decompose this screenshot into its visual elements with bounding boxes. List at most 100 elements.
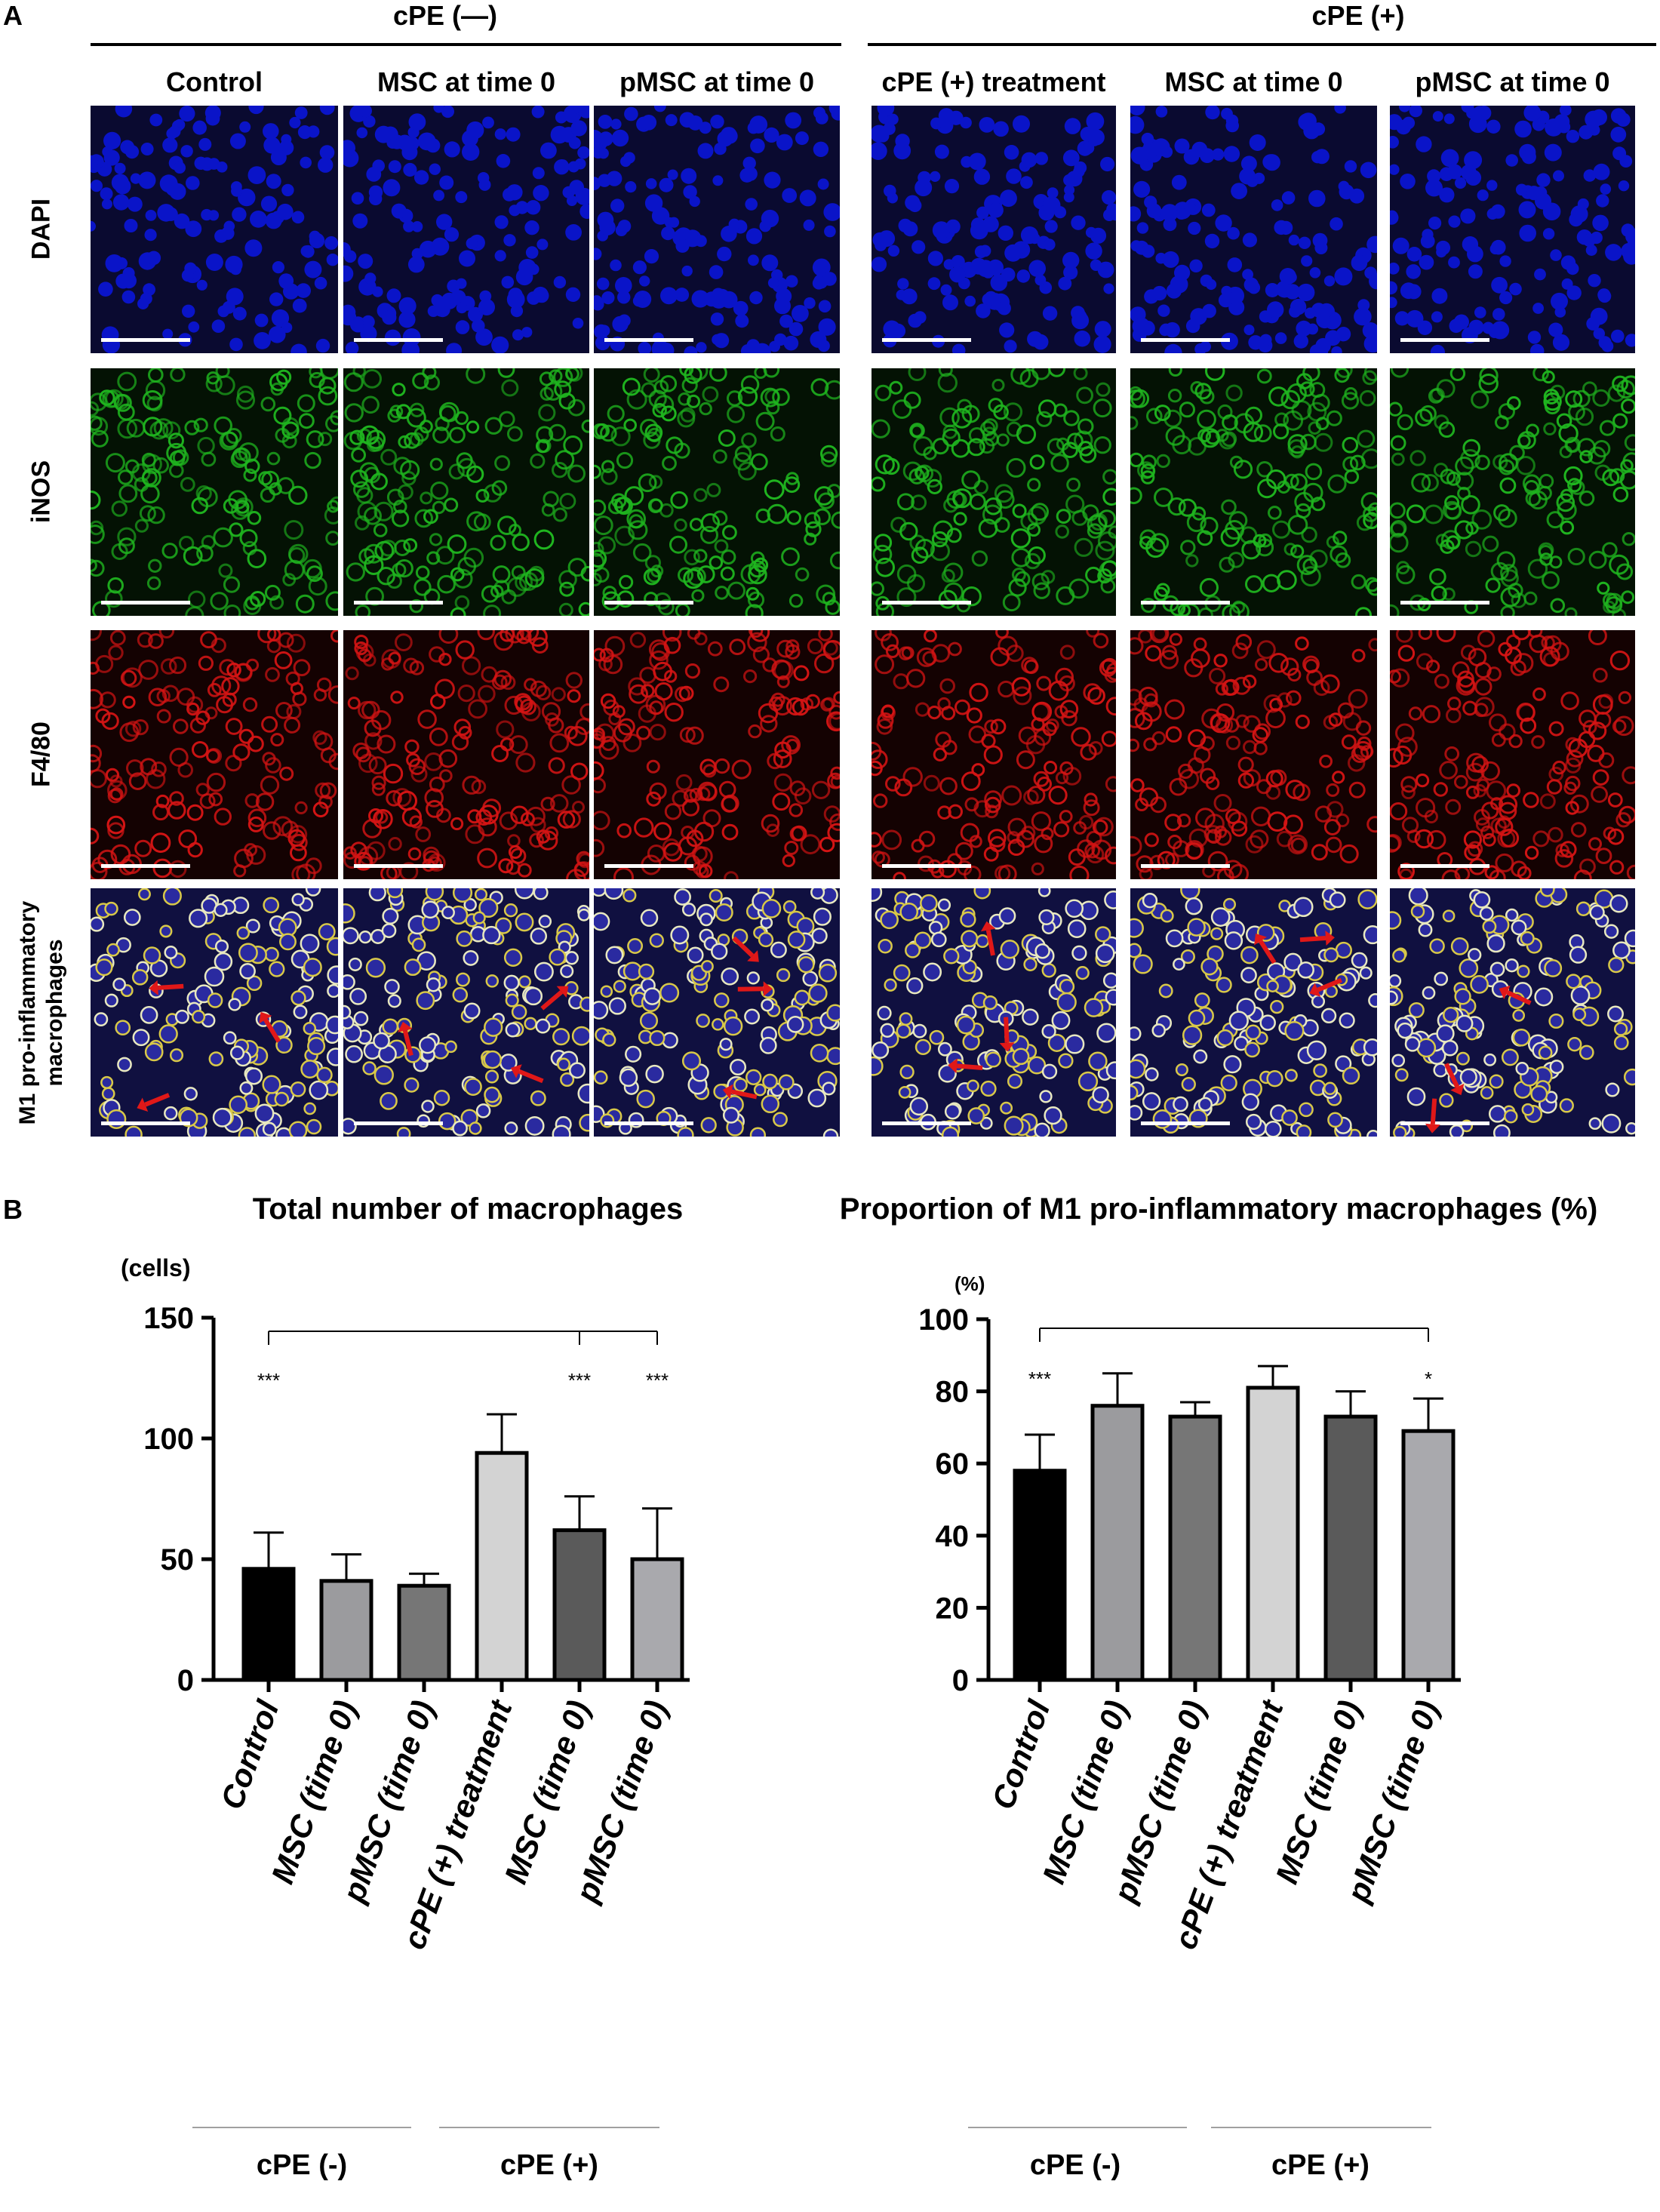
micrograph-tile (91, 368, 338, 616)
arrow-marker (730, 1089, 758, 1100)
bar (319, 1579, 374, 1682)
row-label: M1 pro-inflammatory macrophages (15, 900, 67, 1125)
column-title: pMSC at time 0 (619, 66, 815, 97)
arrow-head (556, 986, 569, 998)
bar (1246, 1386, 1300, 1682)
y-tick-label: 150 (143, 1302, 194, 1335)
arrow-head (259, 1011, 272, 1024)
scale-bar (354, 601, 443, 605)
scale-bar (101, 338, 190, 342)
micrograph-tile (1390, 630, 1635, 879)
scale-bar (1400, 601, 1489, 605)
micrograph-tile (1390, 106, 1635, 353)
arrow-head (1309, 983, 1321, 997)
arrow-marker (402, 1029, 413, 1057)
chart2-title: Proportion of M1 pro-inflammatory macrop… (839, 1192, 1598, 1226)
micrograph-tile (343, 106, 589, 353)
chart2-group-line-pos (1211, 2127, 1431, 2128)
arrow-marker (985, 929, 995, 956)
y-tick-label: 40 (936, 1520, 970, 1553)
micrograph-tile (594, 630, 840, 879)
significance-mark: *** (1028, 1368, 1051, 1390)
arrow-marker (1299, 936, 1326, 943)
chart1-group-line-pos (439, 2127, 659, 2128)
micrograph-tile (872, 630, 1116, 879)
micrograph-tile (872, 106, 1116, 353)
panel-b-label: B (3, 1194, 23, 1225)
micrograph-tile (343, 888, 589, 1137)
micrograph-tile (872, 888, 1116, 1137)
micrograph-tile (594, 368, 840, 616)
micrograph-tile (1130, 888, 1377, 1137)
arrow-head (1450, 1083, 1465, 1096)
significance-mark: *** (568, 1369, 591, 1392)
row-label: F4/80 (26, 721, 56, 787)
arrow-marker (956, 1063, 983, 1070)
column-title: cPE (+) treatment (881, 66, 1106, 97)
arrow-marker (1259, 940, 1277, 964)
y-tick-label: 80 (936, 1376, 970, 1409)
arrow-marker (1004, 1017, 1010, 1043)
bar (1323, 1414, 1378, 1682)
micrograph-tile (343, 368, 589, 616)
scale-bar (354, 1121, 443, 1125)
micrograph-tile (343, 630, 589, 879)
arrow-head (747, 950, 759, 962)
significance-mark: *** (257, 1369, 280, 1392)
row-label: iNOS (26, 460, 56, 524)
y-tick-label: 20 (936, 1592, 970, 1625)
scale-bar (604, 864, 693, 868)
scale-bar (604, 338, 693, 342)
arrow-marker (732, 936, 755, 958)
arrow-head (763, 981, 773, 997)
bar (630, 1557, 684, 1682)
scale-bar (1400, 864, 1489, 868)
scale-bar (882, 338, 971, 342)
micrograph-tile (1130, 630, 1377, 879)
micrograph-tile (1390, 888, 1635, 1137)
micrograph-tile (594, 888, 840, 1137)
panel-a-label: A (3, 0, 23, 31)
scale-bar (882, 1121, 971, 1125)
micrograph-tile (91, 106, 338, 353)
scale-bar (1141, 601, 1230, 605)
arrow-head (999, 1042, 1015, 1052)
significance-mark: * (1425, 1368, 1432, 1390)
group-line-cpe-pos (868, 43, 1656, 46)
column-title: MSC at time 0 (377, 66, 556, 97)
scale-bar (101, 864, 190, 868)
scale-bar (604, 601, 693, 605)
y-tick-label: 100 (918, 1303, 969, 1337)
row-label: DAPI (26, 198, 56, 260)
scale-bar (354, 338, 443, 342)
arrow-head (398, 1021, 413, 1032)
y-tick-label: 0 (177, 1664, 194, 1697)
arrow-marker (518, 1069, 544, 1084)
micrograph-tile (91, 630, 338, 879)
micrograph-tile (1130, 368, 1377, 616)
chart1-title: Total number of macrophages (252, 1192, 684, 1226)
group-line-cpe-neg (91, 43, 841, 46)
x-category-label: Control (214, 1695, 286, 1814)
arrow-head (722, 1084, 733, 1100)
y-tick-label: 0 (952, 1664, 969, 1697)
bar (1013, 1469, 1067, 1682)
significance-mark: *** (646, 1369, 669, 1392)
group-title-cpe-neg: cPE (—) (392, 0, 498, 31)
scale-bar (882, 601, 971, 605)
scale-bar (1400, 1121, 1489, 1125)
micrograph-tile (1130, 106, 1377, 353)
arrow-marker (1317, 977, 1342, 992)
scale-bar (1141, 1121, 1230, 1125)
column-title: pMSC at time 0 (1415, 66, 1610, 97)
y-tick-label: 60 (936, 1447, 970, 1481)
bar (1090, 1404, 1145, 1682)
chart2-group-label-neg: cPE (-) (1029, 2149, 1121, 2181)
group-title-cpe-pos: cPE (+) (1311, 0, 1405, 31)
arrow-marker (144, 1093, 171, 1107)
chart1-group-label-neg: cPE (-) (256, 2149, 348, 2181)
chart2-group-label-pos: cPE (+) (1271, 2149, 1370, 2181)
x-category-label: Control (985, 1695, 1057, 1814)
